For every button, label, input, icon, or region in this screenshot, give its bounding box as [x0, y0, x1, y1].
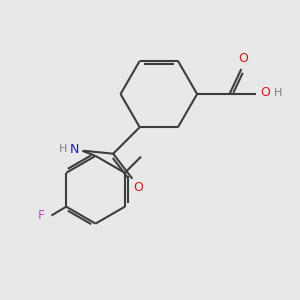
Text: N: N	[70, 143, 79, 156]
Text: O: O	[260, 86, 270, 99]
Text: O: O	[238, 52, 248, 65]
Text: F: F	[38, 209, 45, 222]
Text: H: H	[274, 88, 282, 98]
Text: H: H	[59, 144, 68, 154]
Text: O: O	[133, 181, 143, 194]
